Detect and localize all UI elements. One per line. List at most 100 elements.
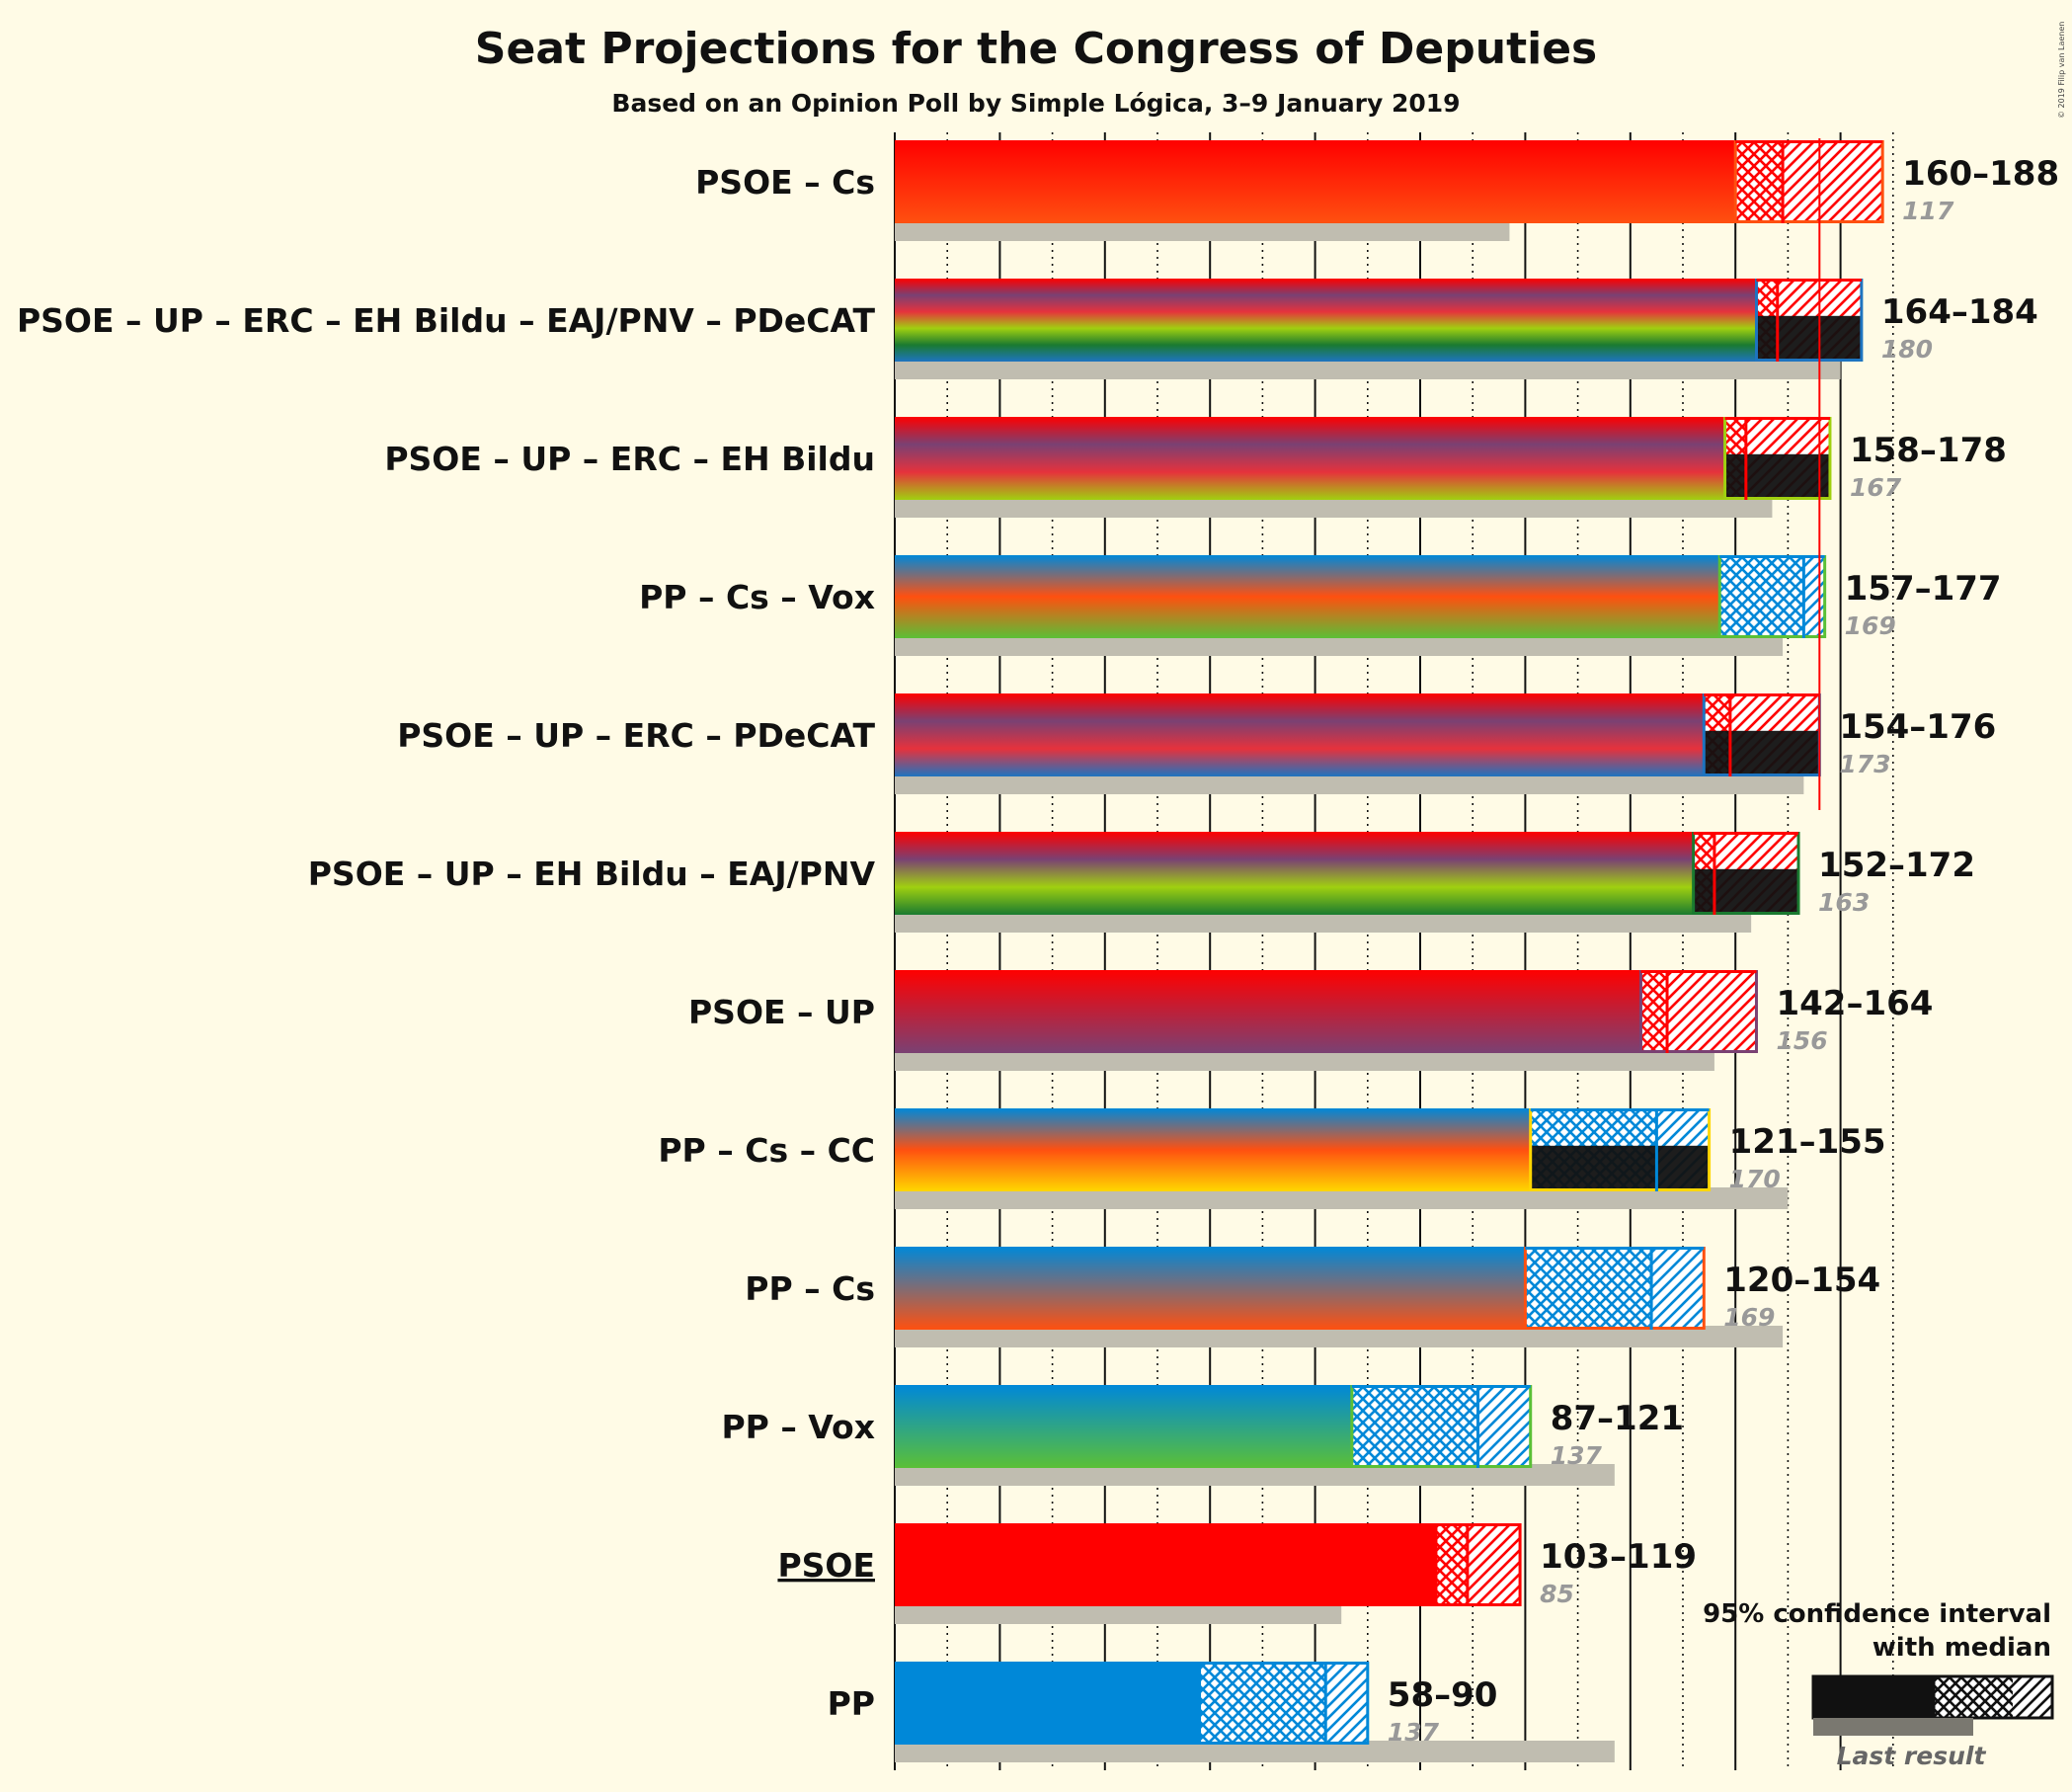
- last-result-bar: [895, 1602, 1342, 1624]
- legend-hatch: [2013, 1676, 2052, 1718]
- last-result-label: 169: [1723, 1303, 1775, 1332]
- ci-lower-dark: [1756, 315, 1778, 362]
- legend-last-result-bar: [1813, 1718, 1973, 1736]
- confidence-interval: [1523, 1247, 1706, 1330]
- range-label: 158–178: [1850, 431, 2007, 470]
- ci-lower-crosshatch: [1525, 1247, 1652, 1330]
- row-psoe: PSOE 103–119 85: [777, 1523, 1697, 1624]
- range-label: 157–177: [1845, 569, 2002, 609]
- projection-bar-solid: [895, 693, 1705, 776]
- row-psoe-up-erc-eh-bildu-eaj-pnv-pdecat: PSOE – UP – ERC – EH Bildu – EAJ/PNV – P…: [17, 279, 2038, 379]
- row-label: PP – Cs – Vox: [639, 578, 875, 616]
- chart-subtitle: Based on an Opinion Poll by Simple Lógic…: [611, 89, 1460, 118]
- ci-lower-crosshatch: [1199, 1662, 1326, 1745]
- row-psoe-up-eh-bildu-eaj-pnv: PSOE – UP – EH Bildu – EAJ/PNV 152–172 163: [308, 832, 1975, 933]
- last-result-label: 137: [1551, 1441, 1603, 1470]
- ci-lower-dark: [1724, 453, 1746, 500]
- last-result-label: 170: [1729, 1165, 1781, 1193]
- confidence-interval: [1529, 1108, 1712, 1191]
- ci-lower-crosshatch: [1351, 1385, 1478, 1468]
- ci-upper-dark: [1745, 453, 1830, 500]
- last-result-label: 117: [1902, 197, 1954, 225]
- row-label: PP – Cs – CC: [658, 1131, 875, 1170]
- confidence-interval: [1350, 1385, 1533, 1468]
- ci-lower-dark: [1530, 1145, 1657, 1191]
- row-label: PP – Cs: [745, 1269, 875, 1308]
- last-result-label: 173: [1839, 750, 1890, 778]
- ci-lower-crosshatch: [1735, 140, 1784, 223]
- confidence-interval: [1198, 1662, 1370, 1745]
- projection-bar-solid: [895, 417, 1725, 500]
- last-result-bar: [895, 358, 1841, 379]
- last-result-bar: [895, 496, 1773, 518]
- legend-marks: [1811, 1674, 2054, 1736]
- row-label: PSOE – UP – EH Bildu – EAJ/PNV: [308, 855, 876, 893]
- last-result-label: 180: [1881, 335, 1933, 364]
- row-pp-cs: PP – Cs 120–154 169: [745, 1247, 1880, 1347]
- row-label: PSOE: [777, 1546, 875, 1585]
- ci-lower-crosshatch: [1435, 1523, 1468, 1606]
- row-label: PSOE – UP: [688, 993, 875, 1031]
- row-label: PP – Vox: [721, 1408, 875, 1446]
- gridlines: [894, 132, 1894, 1770]
- row-psoe-cs: PSOE – Cs 160–188 117: [695, 140, 2059, 241]
- confidence-interval: [1434, 1523, 1522, 1606]
- last-result-bar: [895, 911, 1752, 933]
- copyright-text: © 2019 Filip van Laenen: [2057, 22, 2066, 119]
- ci-lower-crosshatch: [1719, 555, 1804, 638]
- row-label: PSOE – Cs: [695, 163, 875, 202]
- last-result-bar: [895, 634, 1784, 656]
- legend-ci-label-line2: with median: [1873, 1633, 2051, 1663]
- ci-upper-hatch: [1783, 140, 1883, 223]
- projection-bar-solid: [895, 1523, 1436, 1606]
- row-pp: PP 58–90 137: [828, 1662, 1615, 1762]
- projection-bar-solid: [895, 1247, 1526, 1330]
- last-result-bar: [895, 1187, 1789, 1209]
- row-label: PSOE – UP – ERC – EH Bildu – EAJ/PNV – P…: [17, 301, 876, 340]
- row-label: PSOE – UP – ERC – PDeCAT: [397, 716, 875, 755]
- ci-upper-dark: [1656, 1145, 1710, 1191]
- ci-lower-dark: [1704, 730, 1730, 776]
- projection-bar-solid: [895, 555, 1720, 638]
- confidence-interval: [1702, 693, 1821, 776]
- row-psoe-up: PSOE – UP 142–164 156: [688, 970, 1933, 1071]
- range-label: 154–176: [1839, 707, 1996, 747]
- chart-title: Seat Projections for the Congress of Dep…: [475, 24, 1597, 74]
- chart-legend: 95% confidence interval with median Last…: [1703, 1599, 2054, 1770]
- legend-ci-label-line1: 95% confidence interval: [1703, 1599, 2051, 1629]
- ci-lower-dark: [1693, 868, 1714, 915]
- row-psoe-up-erc-eh-bildu: PSOE – UP – ERC – EH Bildu 158–178 167: [384, 417, 2007, 518]
- chart-rows: PSOE – Cs 160–188 117 PSOE – UP – ERC – EH …: [17, 132, 2059, 1770]
- ci-upper-hatch: [1325, 1662, 1368, 1745]
- last-result-bar: [895, 1464, 1615, 1486]
- range-label: 58–90: [1388, 1675, 1498, 1715]
- last-result-label: 85: [1540, 1580, 1574, 1608]
- confidence-interval: [1723, 417, 1832, 500]
- last-result-label: 169: [1845, 611, 1896, 640]
- last-result-label: 167: [1850, 473, 1902, 502]
- last-result-label: 163: [1818, 888, 1870, 917]
- range-label: 120–154: [1723, 1261, 1880, 1300]
- range-label: 121–155: [1729, 1122, 1886, 1162]
- ci-lower-crosshatch: [1640, 970, 1668, 1053]
- ci-upper-dark: [1729, 730, 1820, 776]
- confidence-interval: [1717, 555, 1827, 638]
- legend-solid: [1813, 1676, 1934, 1718]
- last-result-label: 137: [1388, 1718, 1440, 1747]
- last-result-bar: [895, 773, 1804, 794]
- row-pp-cs-cc: PP – Cs – CC 121–155 170: [658, 1108, 1886, 1209]
- row-psoe-up-erc-pdecat: PSOE – UP – ERC – PDeCAT 154–176 173: [397, 693, 1996, 794]
- projection-bar-solid: [895, 970, 1641, 1053]
- range-label: 142–164: [1776, 984, 1933, 1023]
- range-label: 103–119: [1540, 1537, 1697, 1577]
- ci-upper-hatch: [1651, 1247, 1705, 1330]
- ci-upper-hatch: [1467, 1523, 1521, 1606]
- last-result-bar: [895, 1741, 1615, 1762]
- ci-upper-hatch: [1667, 970, 1757, 1053]
- row-label: PSOE – UP – ERC – EH Bildu: [384, 440, 875, 478]
- confidence-interval: [1754, 279, 1864, 362]
- legend-last-result-label: Last result: [1837, 1742, 1987, 1770]
- projection-bar-solid: [895, 1662, 1200, 1745]
